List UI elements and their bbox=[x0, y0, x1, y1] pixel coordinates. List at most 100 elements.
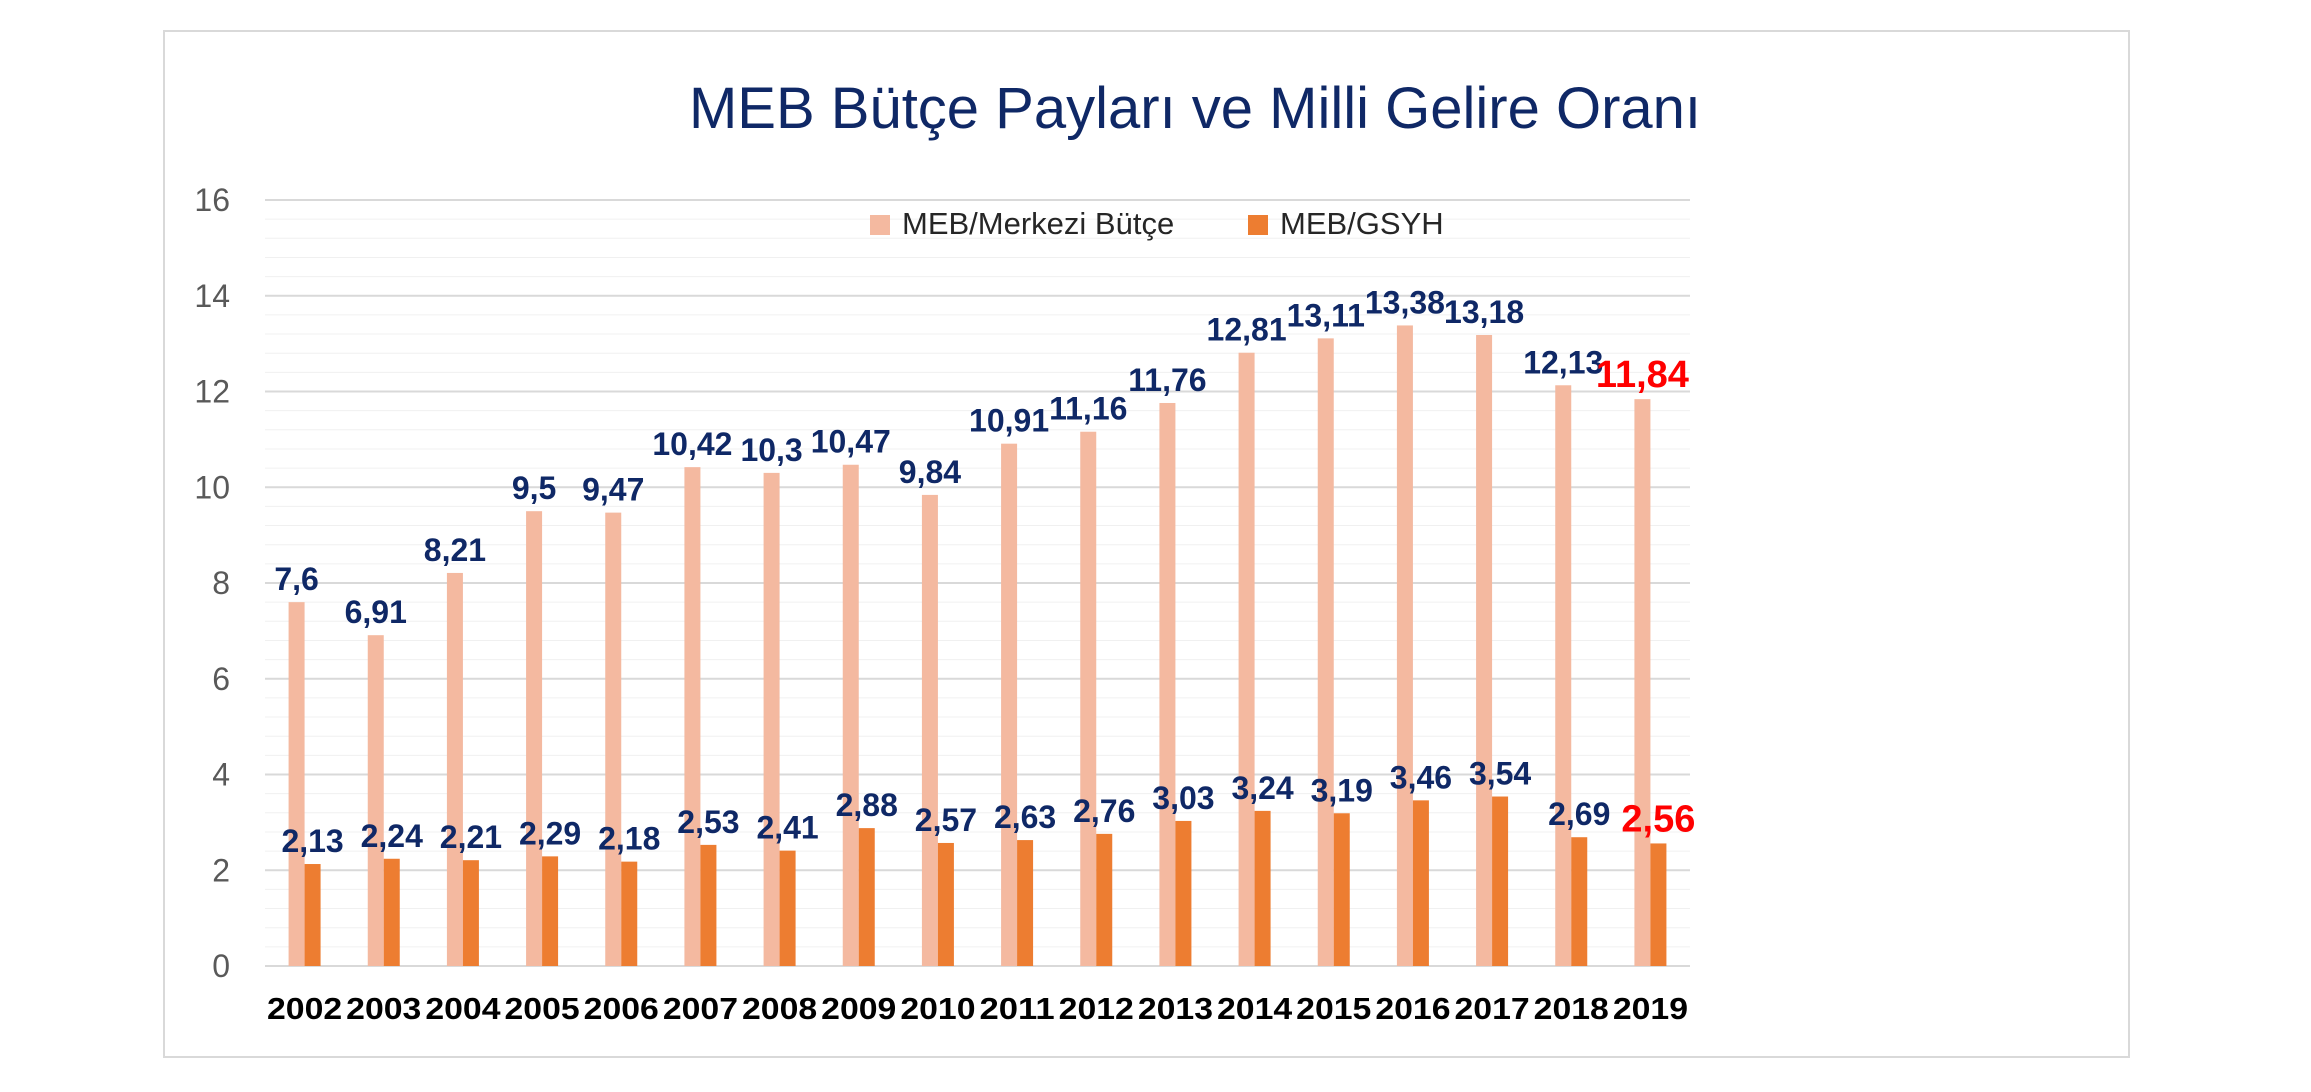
data-label: 2,63 bbox=[994, 799, 1056, 835]
data-label: 3,54 bbox=[1469, 756, 1531, 792]
y-tick-label: 4 bbox=[212, 757, 230, 793]
data-label: 2,57 bbox=[915, 802, 977, 838]
legend-swatch bbox=[870, 215, 890, 235]
bar-merkezi-butce bbox=[605, 512, 622, 966]
data-label: 3,03 bbox=[1152, 780, 1214, 816]
x-tick-label: 2019 bbox=[1613, 991, 1688, 1026]
bar-merkezi-butce bbox=[1080, 431, 1097, 967]
y-tick-label: 6 bbox=[212, 661, 230, 697]
data-label: 9,5 bbox=[512, 470, 556, 506]
bar-merkezi-butce bbox=[1317, 338, 1334, 966]
legend-swatch bbox=[1248, 215, 1268, 235]
bar-merkezi-butce bbox=[446, 572, 463, 966]
data-label: 2,69 bbox=[1548, 796, 1610, 832]
data-label: 13,38 bbox=[1365, 284, 1445, 320]
legend-label: MEB/GSYH bbox=[1280, 206, 1444, 241]
x-tick-label: 2017 bbox=[1455, 991, 1530, 1026]
bar-merkezi-butce bbox=[367, 635, 384, 966]
bar-gsyh bbox=[779, 850, 796, 966]
bar-gsyh bbox=[700, 844, 717, 966]
data-label: 10,42 bbox=[652, 426, 732, 462]
bar-merkezi-butce bbox=[1159, 402, 1176, 966]
data-label: 3,19 bbox=[1311, 772, 1373, 808]
y-tick-label: 8 bbox=[212, 565, 230, 601]
bar-chart: MEB Bütçe Payları ve Milli Gelire Oranı … bbox=[194, 76, 1701, 1026]
data-label: 2,29 bbox=[519, 815, 581, 851]
x-tick-label: 2005 bbox=[505, 991, 580, 1026]
x-tick-label: 2018 bbox=[1534, 991, 1609, 1026]
bar-gsyh bbox=[1175, 820, 1192, 966]
x-tick-label: 2004 bbox=[425, 991, 501, 1026]
x-tick-label: 2008 bbox=[742, 991, 817, 1026]
data-label: 2,53 bbox=[677, 804, 739, 840]
bar-gsyh bbox=[1254, 810, 1271, 966]
data-label: 2,24 bbox=[361, 818, 423, 854]
x-tick-label: 2012 bbox=[1059, 991, 1134, 1026]
data-label: 3,24 bbox=[1231, 770, 1293, 806]
x-tick-label: 2015 bbox=[1296, 991, 1371, 1026]
legend-label: MEB/Merkezi Bütçe bbox=[902, 206, 1174, 241]
bar-gsyh bbox=[1492, 796, 1509, 966]
x-tick-label: 2010 bbox=[900, 991, 975, 1026]
bar-gsyh bbox=[1096, 833, 1113, 966]
bar-merkezi-butce bbox=[842, 464, 859, 966]
bar-merkezi-butce bbox=[1476, 335, 1493, 966]
bar-gsyh bbox=[1571, 837, 1588, 966]
data-label: 13,11 bbox=[1287, 297, 1365, 333]
x-tick-label: 2014 bbox=[1217, 991, 1293, 1026]
bar-merkezi-butce bbox=[763, 472, 780, 966]
data-label: 11,16 bbox=[1049, 391, 1127, 427]
bar-merkezi-butce bbox=[1238, 352, 1255, 966]
data-label: 2,76 bbox=[1073, 793, 1135, 829]
bar-merkezi-butce bbox=[921, 494, 938, 966]
bar-gsyh bbox=[304, 864, 321, 966]
data-label: 13,18 bbox=[1444, 294, 1524, 330]
data-label: 10,91 bbox=[969, 403, 1049, 439]
bar-gsyh bbox=[858, 828, 875, 966]
bar-merkezi-butce bbox=[1634, 399, 1651, 966]
bar-gsyh bbox=[1333, 813, 1350, 966]
data-label: 2,88 bbox=[836, 787, 898, 823]
bar-merkezi-butce bbox=[1396, 325, 1413, 966]
data-label: 7,6 bbox=[274, 561, 318, 597]
data-label: 10,47 bbox=[811, 424, 891, 460]
x-tick-label: 2007 bbox=[663, 991, 738, 1026]
bar-gsyh bbox=[1017, 840, 1034, 966]
y-tick-label: 0 bbox=[212, 948, 230, 984]
legend: MEB/Merkezi Bütçe MEB/GSYH bbox=[870, 206, 1444, 241]
data-label: 2,41 bbox=[756, 810, 818, 846]
chart-title: MEB Bütçe Payları ve Milli Gelire Oranı bbox=[689, 76, 1701, 141]
bar-gsyh bbox=[383, 858, 400, 966]
data-label: 3,46 bbox=[1390, 759, 1452, 795]
bar-merkezi-butce bbox=[1555, 385, 1572, 966]
data-label: 8,21 bbox=[424, 532, 486, 568]
x-tick-label: 2016 bbox=[1375, 991, 1450, 1026]
y-tick-label: 16 bbox=[194, 182, 230, 218]
data-label: 12,13 bbox=[1523, 344, 1603, 380]
bar-merkezi-butce bbox=[526, 511, 543, 966]
y-tick-label: 14 bbox=[194, 278, 230, 314]
x-tick-label: 2013 bbox=[1138, 991, 1213, 1026]
data-label: 9,47 bbox=[582, 472, 644, 508]
y-tick-label: 10 bbox=[194, 469, 230, 505]
data-label: 2,56 bbox=[1621, 798, 1695, 840]
y-tick-label: 2 bbox=[212, 852, 230, 888]
data-label: 2,18 bbox=[598, 821, 660, 857]
data-label: 2,21 bbox=[440, 819, 502, 855]
bar-gsyh bbox=[1650, 843, 1667, 966]
chart-frame: MEB Bütçe Payları ve Milli Gelire Oranı … bbox=[163, 30, 2130, 1058]
data-label: 11,76 bbox=[1128, 362, 1206, 398]
data-label: 2,13 bbox=[281, 823, 343, 859]
bar-gsyh bbox=[621, 861, 638, 966]
x-tick-label: 2011 bbox=[980, 991, 1055, 1026]
bar-merkezi-butce bbox=[684, 467, 701, 966]
x-tick-label: 2003 bbox=[346, 991, 421, 1026]
data-label: 6,91 bbox=[345, 594, 407, 630]
data-label: 10,3 bbox=[740, 432, 802, 468]
data-label: 9,84 bbox=[899, 454, 961, 490]
y-tick-label: 12 bbox=[194, 374, 230, 410]
x-tick-label: 2009 bbox=[821, 991, 896, 1026]
x-tick-label: 2006 bbox=[584, 991, 659, 1026]
bar-merkezi-butce bbox=[1001, 443, 1018, 967]
data-label: 12,81 bbox=[1207, 312, 1287, 348]
